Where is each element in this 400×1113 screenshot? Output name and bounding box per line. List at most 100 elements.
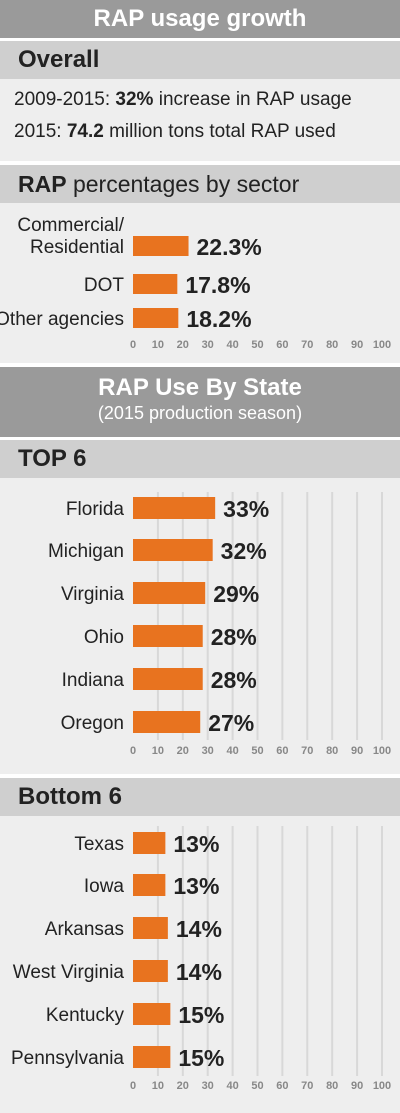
page-title: RAP usage growth [93, 5, 307, 32]
top6-tick-label: 80 [326, 745, 338, 757]
overall-line-1: 2009-2015: 32% increase in RAP usage [14, 89, 352, 111]
bottom6-bar [133, 1003, 171, 1025]
overall-line-1-prefix: 2009-2015: [14, 89, 116, 110]
top6-tick-label: 20 [177, 745, 189, 757]
top6-bar [133, 625, 203, 647]
sector-value-label: 22.3% [197, 234, 262, 260]
state-header-subtitle: (2015 production season) [97, 403, 303, 423]
bottom6-tick-label: 0 [130, 1080, 136, 1092]
top6-bar [133, 711, 201, 733]
sector-tick-label: 90 [351, 339, 363, 351]
sector-heading-rest: percentages by sector [66, 171, 300, 197]
sector-tick-label: 50 [251, 339, 263, 351]
bottom6-value-label: 14% [176, 959, 222, 985]
top6-tick-label: 10 [152, 745, 164, 757]
overall-panel: 2009-2015: 32% increase in RAP usage 201… [0, 79, 400, 161]
top6-category-label: Virginia [61, 584, 124, 605]
top6-tick-label: 60 [276, 745, 288, 757]
top6-tick-label: 70 [301, 745, 313, 757]
top6-tick-label: 0 [130, 745, 136, 757]
sector-category-label: Commercial/Residential [17, 215, 124, 258]
bottom6-value-label: 13% [173, 831, 219, 857]
top6-heading: TOP 6 [18, 445, 87, 472]
top6-tick-label: 90 [351, 745, 363, 757]
sector-tick-label: 80 [326, 339, 338, 351]
top6-bar [133, 582, 206, 604]
bottom6-tick-label: 10 [152, 1080, 164, 1092]
top6-value-label: 33% [223, 496, 269, 522]
top6-value-label: 32% [221, 538, 267, 564]
bottom6-category-label: Texas [74, 834, 124, 855]
bottom6-tick-label: 30 [202, 1080, 214, 1092]
top6-tick-label: 50 [251, 745, 263, 757]
bottom6-tick-label: 50 [251, 1080, 263, 1092]
sector-value-label: 18.2% [186, 306, 251, 332]
state-header-title: RAP Use By State [98, 374, 302, 401]
overall-line-2-highlight: 74.2 [66, 121, 104, 142]
overall-line-1-highlight: 32% [115, 89, 154, 110]
sector-category-label: DOT [84, 275, 125, 296]
bottom6-bar [133, 1046, 171, 1068]
sector-chart-panel [0, 203, 400, 363]
top6-chart: Florida 33% Michigan 32% Virginia 29% Ohio 28% I… [48, 492, 391, 757]
bottom6-tick-label: 90 [351, 1080, 363, 1092]
top6-category-label: Florida [66, 499, 125, 520]
bottom6-value-label: 14% [176, 916, 222, 942]
sector-heading-bold: RAP [18, 171, 67, 197]
sector-tick-label: 30 [202, 339, 214, 351]
bottom6-category-label: Kentucky [46, 1005, 125, 1026]
bottom6-tick-label: 60 [276, 1080, 288, 1092]
bottom6-bar [133, 874, 166, 896]
bottom6-heading: Bottom 6 [18, 783, 122, 810]
bottom6-category-label: Arkansas [45, 919, 124, 940]
bottom6-tick-label: 80 [326, 1080, 338, 1092]
sector-category-label-line: Commercial/ [17, 215, 124, 236]
bottom6-bar [133, 832, 166, 854]
sector-bar [133, 236, 189, 256]
overall-line-2: 2015: 74.2 million tons total RAP used [14, 121, 336, 143]
sector-tick-label: 60 [276, 339, 288, 351]
bottom6-bar [133, 917, 168, 939]
sector-value-label: 17.8% [185, 272, 250, 298]
top6-heading-band: TOP 6 [0, 440, 400, 478]
bottom6-tick-label: 40 [226, 1080, 238, 1092]
bottom6-category-label: Pennsylvania [11, 1048, 124, 1069]
overall-line-2-prefix: 2015: [14, 121, 67, 142]
top6-value-label: 29% [213, 581, 259, 607]
top6-category-label: Michigan [48, 541, 124, 562]
bottom6-value-label: 13% [173, 873, 219, 899]
bottom6-category-label: West Virginia [13, 962, 125, 983]
sector-tick-label: 70 [301, 339, 313, 351]
sector-tick-label: 0 [130, 339, 136, 351]
bottom6-value-label: 15% [178, 1045, 224, 1071]
sector-tick-label: 20 [177, 339, 189, 351]
top6-value-label: 27% [208, 710, 254, 736]
state-header-band: RAP Use By State (2015 production season… [0, 367, 400, 437]
sector-heading-band: RAP percentages by sector [0, 165, 400, 203]
page-title-band: RAP usage growth [0, 0, 400, 38]
sector-tick-label: 100 [373, 339, 391, 351]
top6-tick-label: 40 [226, 745, 238, 757]
sector-chart: Commercial/Residential 22.3% DOT 17.8% Other… [0, 215, 391, 351]
sector-bar [133, 308, 179, 328]
top6-tick-label: 100 [373, 745, 391, 757]
top6-bar [133, 668, 203, 690]
top6-bar [133, 497, 216, 519]
top6-category-label: Ohio [84, 627, 124, 648]
bottom6-heading-band: Bottom 6 [0, 778, 400, 816]
overall-line-1-suffix: increase in RAP usage [153, 89, 352, 110]
top6-tick-label: 30 [202, 745, 214, 757]
bottom6-chart: Texas 13% Iowa 13% Arkansas 14% West Virginia 1… [11, 826, 391, 1092]
overall-heading: Overall [18, 46, 100, 73]
overall-heading-band: Overall [0, 41, 400, 79]
sector-bar [133, 274, 178, 294]
bottom6-chart-panel [0, 816, 400, 1113]
sector-category-label-line: Residential [30, 237, 124, 258]
top6-value-label: 28% [211, 624, 257, 650]
overall-line-2-suffix: million tons total RAP used [103, 121, 336, 142]
bottom6-value-label: 15% [178, 1002, 224, 1028]
top6-category-label: Oregon [61, 713, 124, 734]
bottom6-bar [133, 960, 168, 982]
bottom6-category-label: Iowa [84, 876, 125, 897]
sector-tick-label: 40 [226, 339, 238, 351]
